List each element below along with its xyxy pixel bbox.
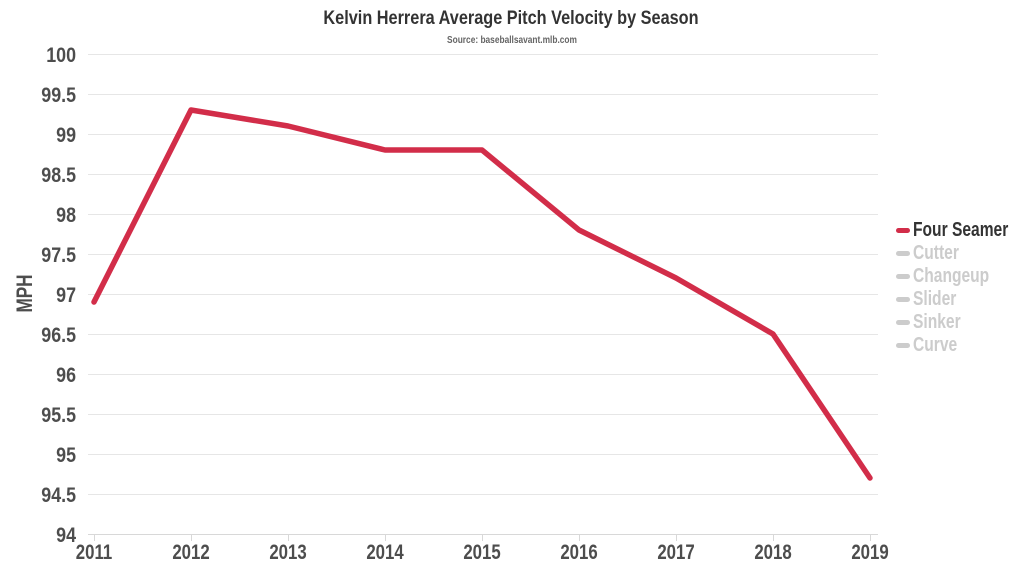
svg-text:96.5: 96.5 <box>41 324 76 348</box>
svg-text:2019: 2019 <box>851 541 888 564</box>
svg-text:2016: 2016 <box>560 541 597 564</box>
svg-text:Cutter: Cutter <box>913 241 959 263</box>
svg-text:96: 96 <box>56 364 76 388</box>
svg-text:98.5: 98.5 <box>41 164 76 188</box>
svg-text:98: 98 <box>56 204 76 228</box>
svg-text:97.5: 97.5 <box>41 244 76 268</box>
svg-text:94: 94 <box>56 524 76 548</box>
svg-text:95: 95 <box>56 444 76 468</box>
svg-text:Slider: Slider <box>913 287 956 309</box>
svg-text:Four Seamer: Four Seamer <box>913 218 1008 240</box>
svg-text:Sinker: Sinker <box>913 310 961 332</box>
svg-text:Changeup: Changeup <box>913 264 989 286</box>
svg-text:Source: baseballsavant.mlb.com: Source: baseballsavant.mlb.com <box>447 34 577 45</box>
svg-text:Kelvin Herrera Average Pitch V: Kelvin Herrera Average Pitch Velocity by… <box>323 7 698 28</box>
svg-text:2017: 2017 <box>657 541 694 564</box>
svg-text:95.5: 95.5 <box>41 404 76 428</box>
svg-text:2011: 2011 <box>76 541 113 564</box>
svg-text:MPH: MPH <box>13 274 38 312</box>
svg-text:2018: 2018 <box>754 541 791 564</box>
svg-text:97: 97 <box>56 284 76 308</box>
svg-text:2015: 2015 <box>463 541 501 564</box>
svg-text:100: 100 <box>46 44 76 68</box>
svg-text:2013: 2013 <box>269 541 306 564</box>
svg-text:99: 99 <box>56 124 76 148</box>
svg-text:Curve: Curve <box>913 333 957 355</box>
svg-text:2014: 2014 <box>366 541 404 564</box>
svg-text:94.5: 94.5 <box>41 484 76 508</box>
svg-text:99.5: 99.5 <box>41 84 76 108</box>
svg-text:2012: 2012 <box>172 541 209 564</box>
